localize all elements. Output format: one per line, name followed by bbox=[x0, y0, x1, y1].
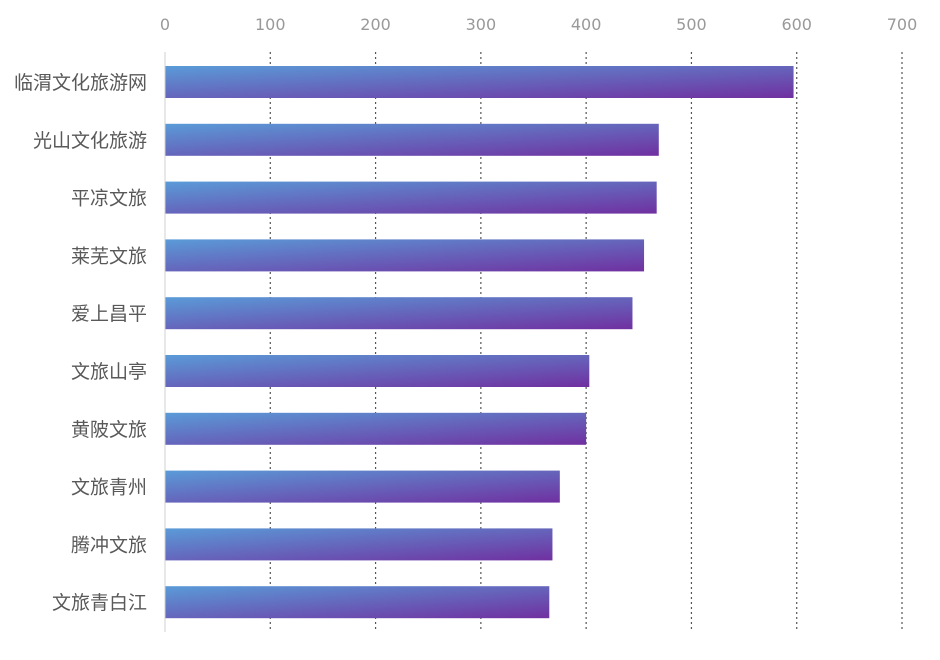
category-label: 莱芜文旅 bbox=[71, 245, 147, 267]
x-tick-label: 200 bbox=[360, 15, 391, 34]
category-label: 爱上昌平 bbox=[71, 303, 147, 325]
category-label: 平凉文旅 bbox=[71, 188, 147, 210]
bar bbox=[165, 297, 633, 330]
bar bbox=[165, 528, 553, 561]
bar bbox=[165, 123, 659, 156]
x-tick-label: 0 bbox=[160, 15, 170, 34]
bar bbox=[165, 470, 560, 503]
category-label: 文旅山亭 bbox=[71, 361, 147, 383]
category-label: 腾冲文旅 bbox=[71, 534, 147, 556]
category-label: 临渭文化旅游网 bbox=[14, 72, 147, 94]
bar bbox=[165, 412, 587, 445]
bar bbox=[165, 586, 550, 619]
category-label: 文旅青白江 bbox=[52, 592, 147, 614]
category-label: 文旅青州 bbox=[71, 477, 147, 499]
x-tick-label: 600 bbox=[781, 15, 812, 34]
x-axis-ticks: 0 100 200 300 400 500 600 700 bbox=[160, 15, 917, 34]
x-tick-label: 100 bbox=[255, 15, 286, 34]
bar bbox=[165, 181, 657, 214]
category-label: 黄陂文旅 bbox=[71, 419, 147, 441]
category-labels: 临渭文化旅游网光山文化旅游平凉文旅莱芜文旅爱上昌平文旅山亭黄陂文旅文旅青州腾冲文… bbox=[14, 72, 147, 614]
category-label: 光山文化旅游 bbox=[33, 130, 147, 152]
x-tick-label: 700 bbox=[887, 15, 918, 34]
x-tick-label: 500 bbox=[676, 15, 707, 34]
bar bbox=[165, 239, 645, 272]
bar bbox=[165, 66, 794, 98]
bar bbox=[165, 355, 590, 387]
x-tick-label: 300 bbox=[466, 15, 497, 34]
bars bbox=[165, 66, 794, 619]
x-tick-label: 400 bbox=[571, 15, 602, 34]
